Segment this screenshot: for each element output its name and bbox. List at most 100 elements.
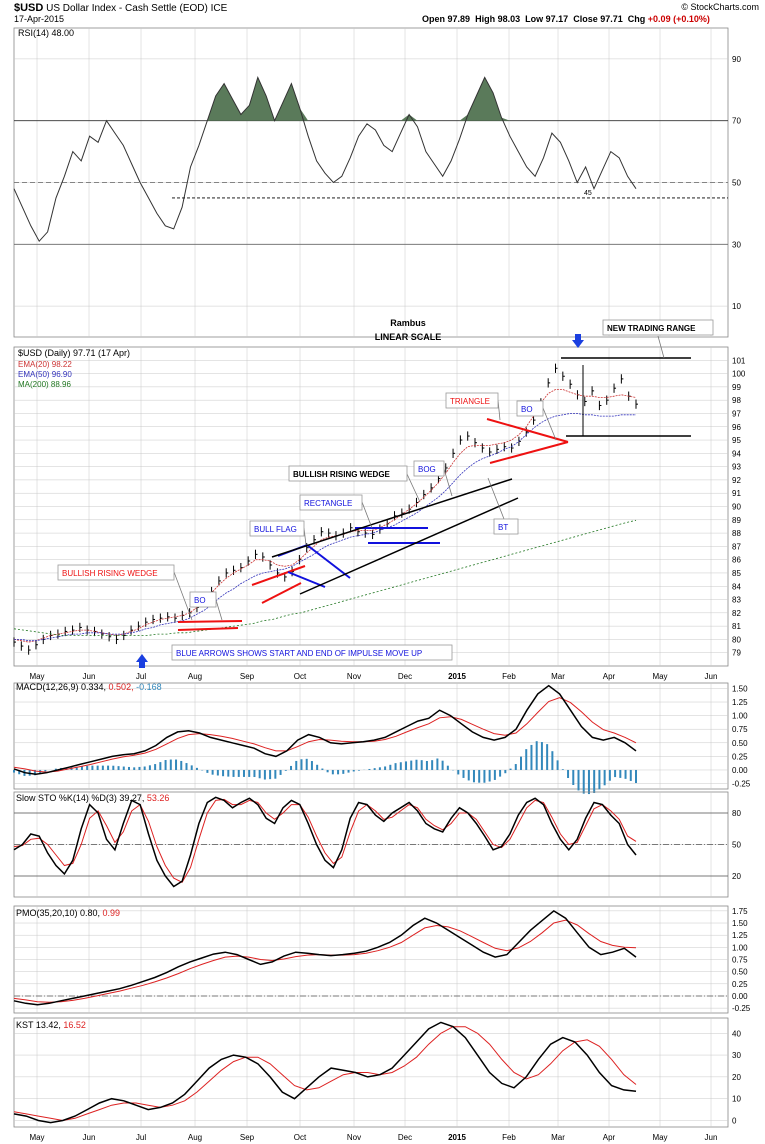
- rsi-y-tick-label: 50: [732, 179, 741, 188]
- exchange: ICE: [210, 3, 228, 14]
- annotation-blue-arrows-box: [171, 644, 453, 661]
- price-axis-month-label: May: [652, 672, 667, 681]
- macd-histogram-bar: [180, 760, 183, 770]
- sto-y-tick-label: 50: [732, 841, 741, 850]
- macd-histogram-bar: [504, 769, 507, 774]
- annotation-triangle-box: [445, 392, 499, 409]
- pmo-y-tick-label: 0.75: [732, 956, 748, 965]
- annotation-bt-leader: [487, 477, 505, 520]
- pmo-y-tick-label: 1.00: [732, 943, 748, 952]
- macd-histogram-bar: [269, 769, 272, 780]
- chart-subtitle: LINEAR SCALE: [375, 332, 442, 342]
- pmo-y-tick-label: 0.50: [732, 968, 748, 977]
- chg-value: +0.09 (+0.10%): [647, 14, 710, 24]
- annotation-bullish-rising-wedge-2-box: [288, 465, 408, 482]
- macd-histogram-bar: [535, 741, 538, 770]
- kst-y-tick-label: 30: [732, 1051, 741, 1060]
- macd-histogram-bar: [222, 769, 225, 777]
- macd-histogram-bar: [577, 769, 580, 791]
- pmo-y-tick-label: 0.00: [732, 992, 748, 1001]
- price-axis-month-label: Nov: [347, 672, 361, 681]
- macd-histogram-bar: [211, 769, 214, 775]
- sto-y-tick-label: 20: [732, 872, 741, 881]
- pmo-line: [13, 909, 637, 1006]
- price-axis-month-label: Jun: [705, 672, 718, 681]
- annotation-bt-box: [493, 518, 519, 535]
- rsi-y-tick-label: 30: [732, 240, 741, 249]
- bottom-axis-month-label: Jul: [136, 1133, 146, 1142]
- rising-wedge-lower: [299, 497, 519, 595]
- annotation-bo-1-box: [189, 591, 217, 608]
- price-axis-month-label: Mar: [551, 672, 565, 681]
- bottom-axis-month-label: Apr: [603, 1133, 616, 1142]
- macd-y-tick-label: 0.00: [732, 766, 748, 775]
- macd-histogram-bar: [347, 769, 350, 773]
- macd-histogram-bar: [425, 760, 428, 770]
- macd-histogram-bar: [321, 768, 324, 770]
- macd-histogram-bar: [530, 744, 533, 770]
- price-y-tick-label: 82: [732, 609, 741, 618]
- wedge1-upper: [177, 620, 243, 623]
- macd-histogram-bar: [624, 769, 627, 779]
- macd-histogram-bar: [368, 768, 371, 770]
- annotation-bt: BT: [498, 523, 508, 532]
- rsi-y-tick-label: 70: [732, 117, 741, 126]
- low-value: 97.17: [545, 14, 569, 24]
- macd-histogram-bar: [567, 769, 570, 779]
- price-y-tick-label: 98: [732, 396, 741, 405]
- price-y-tick-label: 88: [732, 529, 741, 538]
- annotation-new-trading-range-box: [602, 319, 714, 336]
- macd-y-tick-label: 0.50: [732, 739, 748, 748]
- annotation-bo-2-leader: [542, 407, 557, 441]
- macd-histogram-bar: [431, 760, 434, 770]
- pmo-y-tick-label: 1.25: [732, 931, 748, 940]
- chg-label: Chg: [627, 14, 646, 24]
- price-axis-month-label: Jun: [83, 672, 96, 681]
- kst-signal-line: [13, 1026, 637, 1122]
- macd-histogram-bar: [603, 769, 606, 786]
- macd-histogram-bar: [96, 765, 99, 770]
- kst-y-tick-label: 20: [732, 1073, 741, 1082]
- bull-flag-line: [287, 571, 326, 588]
- macd-histogram-bar: [300, 759, 303, 770]
- sto-y-tick-label: 80: [732, 809, 741, 818]
- macd-histogram-bar: [133, 767, 136, 770]
- kst-y-tick-label: 10: [732, 1095, 741, 1104]
- macd-histogram-bar: [462, 769, 465, 778]
- macd-histogram-bar: [593, 769, 596, 794]
- annotation-new-trading-range: NEW TRADING RANGE: [607, 324, 696, 333]
- macd-histogram-bar: [551, 751, 554, 770]
- pmo-y-tick-label: 1.75: [732, 907, 748, 916]
- close-value: 97.71: [600, 14, 623, 24]
- price-y-tick-label: 92: [732, 476, 741, 485]
- chart-date: 17-Apr-2015: [14, 14, 65, 24]
- kst-legend: KST 13.42, 16.52: [16, 1020, 86, 1030]
- price-y-tick-label: 97: [732, 409, 741, 418]
- macd-histogram-bar: [499, 769, 502, 777]
- macd-histogram-bar: [635, 769, 637, 784]
- macd-y-tick-label: 0.75: [732, 725, 748, 734]
- price-y-tick-label: 84: [732, 582, 741, 591]
- macd-histogram-bar: [242, 769, 245, 777]
- triangle-lower: [489, 441, 569, 464]
- macd-histogram-bar: [44, 769, 47, 772]
- close-label: Close: [573, 14, 598, 24]
- rsi-overbought-fill: [14, 77, 636, 121]
- macd-histogram-bar: [342, 769, 345, 774]
- macd-histogram-bar: [493, 769, 496, 780]
- sto-k-line: [13, 796, 637, 888]
- annotation-bog: BOG: [418, 465, 436, 474]
- low-label: Low: [525, 14, 544, 24]
- bottom-axis-month-label: Oct: [294, 1133, 307, 1142]
- annotation-bog-leader: [443, 468, 453, 497]
- macd-histogram-bar: [331, 769, 334, 775]
- bottom-axis-month-label: Dec: [398, 1133, 412, 1142]
- high-label: High: [475, 14, 496, 24]
- macd-histogram-bar: [373, 768, 376, 770]
- macd-histogram-bar: [248, 769, 251, 777]
- macd-histogram-bar: [546, 744, 549, 770]
- macd-histogram-bar: [441, 760, 444, 770]
- annotation-bo-2-box: [516, 400, 544, 417]
- macd-histogram-bar: [378, 767, 381, 770]
- sto-legend-part: 53.26: [147, 793, 170, 803]
